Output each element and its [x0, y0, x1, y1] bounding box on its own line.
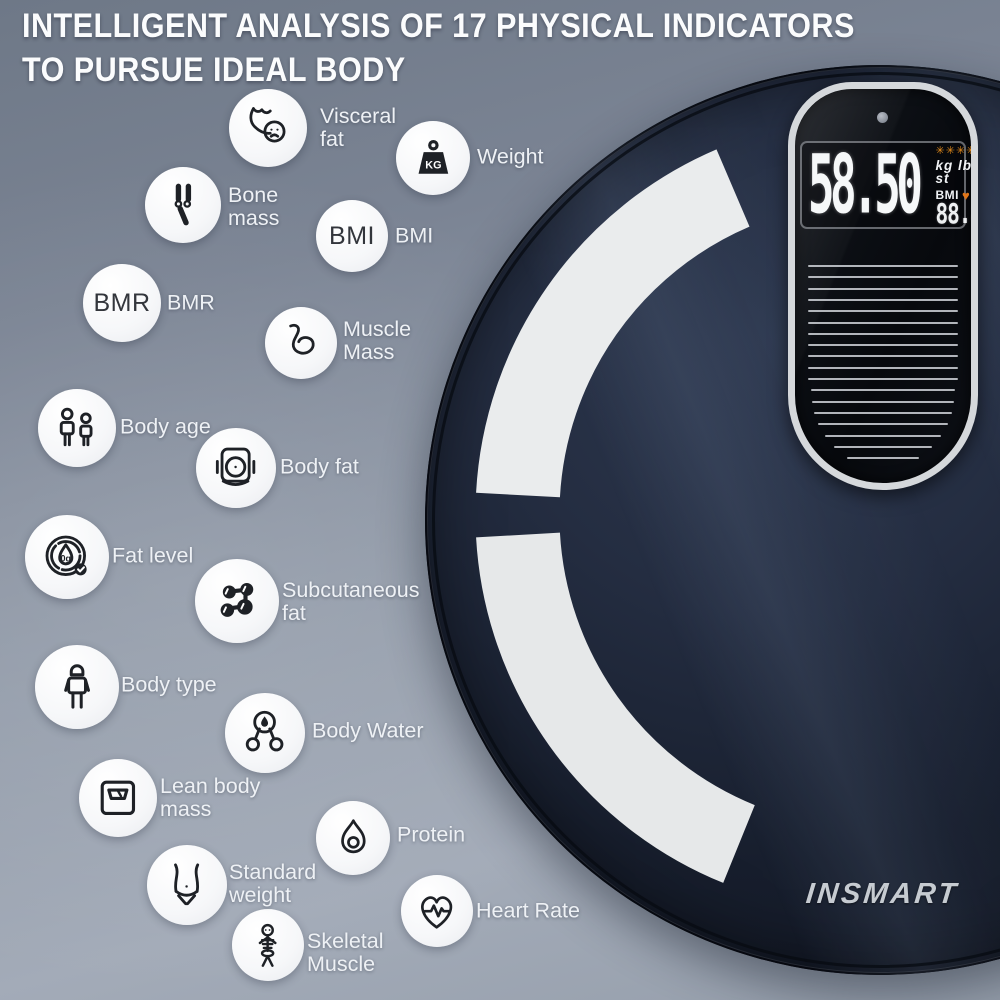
brand-logo: INSMART: [804, 878, 961, 910]
indicator-label: Protein: [397, 822, 466, 847]
indicator-bubble-heart-rate: [401, 875, 473, 947]
heart-icon: ♥: [962, 187, 970, 203]
indicator-bubble-visceral-fat: [229, 89, 307, 167]
indicator-bubble-subcutaneous-fat: [195, 559, 279, 643]
weight-readout: 58.50: [808, 138, 923, 232]
display-stripe-line: [818, 423, 948, 426]
display-stripe-line: [808, 310, 958, 313]
lean-body-mass-icon: [100, 780, 136, 816]
indicator-bubble-bmr: BMR: [83, 264, 161, 342]
display-stripe-line: [808, 378, 958, 380]
indicator-bubble-body-type: [35, 645, 119, 729]
indicator-bubble-lean-body-mass: [79, 759, 157, 837]
display-stripe-line: [808, 265, 958, 267]
scale-display-module: 58.50 ✳✳✳✳ kg lb st BMI ♥ ᛒ 88.8: [788, 82, 978, 490]
display-stripe-line: [811, 400, 955, 403]
display-stripe-line: [847, 457, 919, 460]
heart-rate-icon: [421, 896, 453, 929]
body-type-icon: [64, 664, 90, 709]
indicator-bubble-bmi: BMI: [316, 200, 388, 272]
indicator-label: BMR: [167, 290, 215, 315]
title-line-1: INTELLIGENT ANALYSIS OF 17 PHYSICAL INDI…: [22, 7, 855, 45]
display-stripe-line: [808, 332, 958, 335]
skeletal-muscle-icon: [259, 924, 277, 968]
indicator-bubble-standard-weight: [147, 845, 227, 925]
visceral-fat-icon: [249, 107, 286, 143]
indicator-bubble-body-fat: [196, 428, 276, 508]
standard-weight-icon: [174, 863, 200, 906]
display-stripe-line: [808, 344, 958, 347]
body-water-icon: [246, 711, 284, 752]
indicator-label: Subcutaneous fat: [282, 578, 420, 625]
display-stripe-line: [814, 411, 952, 414]
indicator-label: Fat level: [112, 543, 194, 568]
display-stripe-line: [808, 366, 958, 369]
display-stripe-line: [808, 321, 958, 324]
indicator-label: Standard weight: [229, 860, 317, 907]
display-stripe-line: [811, 389, 955, 392]
page-title: INTELLIGENT ANALYSIS OF 17 PHYSICAL INDI…: [22, 4, 855, 92]
indicator-label: Body type: [121, 672, 217, 697]
indicator-bubble-muscle-mass: [265, 307, 337, 379]
indicator-label: Visceral fat: [320, 104, 397, 151]
display-stripe-line: [808, 287, 958, 290]
indicator-label: BMI: [395, 223, 434, 248]
display-stripe-line: [833, 445, 933, 448]
indicator-bubble-skeletal-muscle: [232, 909, 304, 981]
secondary-readout: 88.8: [935, 197, 978, 229]
indicator-bubble-body-age: [38, 389, 116, 467]
indicator-bubble-protein: [316, 801, 390, 875]
fat-level-icon: 0g: [45, 535, 87, 576]
unit-indicators: kg lb st: [935, 157, 973, 186]
indicator-label: Weight: [477, 144, 544, 169]
muscle-mass-icon: [289, 324, 315, 355]
subcutaneous-fat-icon: [220, 582, 254, 617]
display-stripe-line: [808, 355, 958, 358]
svg-text:0g: 0g: [60, 554, 71, 564]
indicator-bubble-body-water: [225, 693, 305, 773]
indicator-label: Body Water: [312, 718, 424, 743]
title-line-2: TO PURSUE IDEAL BODY: [22, 51, 406, 89]
svg-text:KG: KG: [425, 159, 441, 171]
indicator-label: Bone mass: [228, 183, 280, 230]
bone-mass-icon: [174, 183, 191, 226]
indicator-label: Body fat: [280, 454, 359, 479]
sensor-dot: [877, 112, 888, 123]
indicator-label: Muscle Mass: [343, 317, 412, 364]
indicator-label: Heart Rate: [476, 898, 580, 923]
display-stripe-line: [808, 298, 958, 301]
body-fat-icon: [216, 448, 256, 487]
indicator-bubble-bone-mass: [145, 167, 221, 243]
indicator-label: Skeletal Muscle: [307, 929, 384, 976]
protein-icon: [340, 818, 366, 853]
signal-stars-icon: ✳✳✳✳: [935, 144, 977, 157]
display-stripe-line: [824, 434, 942, 437]
bluetooth-icon: ᛒ: [973, 189, 978, 202]
bmr-text-icon: BMR: [93, 288, 151, 317]
bmi-text-icon: BMI: [329, 221, 375, 250]
body-age-icon: [59, 407, 93, 447]
weight-kg-icon: KG: [418, 139, 448, 174]
display-stripe-line: [808, 276, 958, 279]
indicator-bubble-fat-level: 0g: [25, 515, 109, 599]
indicator-bubble-weight: KG: [396, 121, 470, 195]
indicator-label: Lean body mass: [160, 774, 261, 821]
bmi-indicator: BMI: [935, 188, 960, 202]
display-stripes: [795, 89, 971, 483]
lcd-screen: 58.50 ✳✳✳✳ kg lb st BMI ♥ ᛒ 88.8: [800, 138, 971, 232]
indicator-label: Body age: [120, 414, 211, 439]
display-gloss: [795, 89, 971, 483]
